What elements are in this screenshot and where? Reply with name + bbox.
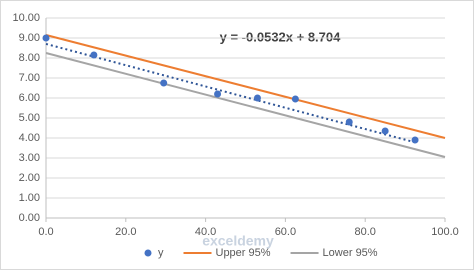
x-tick-label: 20.0 — [115, 226, 136, 238]
legend-label: y — [158, 247, 164, 259]
trendline — [45, 42, 416, 144]
x-tick-label: 0.0 — [38, 226, 53, 238]
y-tick-label: 2.00 — [19, 172, 40, 184]
y-tick-label: 9.00 — [19, 32, 40, 44]
y-tick-label: 10.00 — [12, 12, 40, 24]
y-tick-label: 1.00 — [19, 192, 40, 204]
y-tick-label: 7.00 — [19, 72, 40, 84]
y-tick-label: 4.00 — [19, 132, 40, 144]
point — [42, 34, 50, 42]
x-tick-label: 40.0 — [195, 226, 216, 238]
legend-label: Lower 95% — [323, 247, 378, 259]
x-tick-label: 80.0 — [354, 226, 375, 238]
point — [90, 51, 98, 59]
legend-label: Upper 95% — [216, 247, 271, 259]
watermark: exceldemy — [202, 233, 274, 249]
y-tick-label: 5.00 — [19, 112, 40, 124]
y-tick-label: 6.00 — [19, 92, 40, 104]
x-tick-label: 60.0 — [275, 226, 296, 238]
point — [345, 118, 353, 126]
point — [253, 94, 261, 102]
y-tick-label: 8.00 — [19, 52, 40, 64]
equation: y = -0.0532x + 8.704 — [220, 29, 341, 44]
point — [411, 136, 419, 144]
y-tick-label: 0.00 — [19, 212, 40, 224]
line — [45, 34, 446, 139]
point — [381, 127, 389, 135]
y-tick-label: 3.00 — [19, 152, 40, 164]
legend-marker — [144, 249, 152, 257]
x-tick-label: 100.0 — [431, 226, 459, 238]
point — [291, 95, 299, 103]
point — [214, 90, 222, 98]
point — [160, 79, 168, 87]
line — [45, 52, 446, 158]
